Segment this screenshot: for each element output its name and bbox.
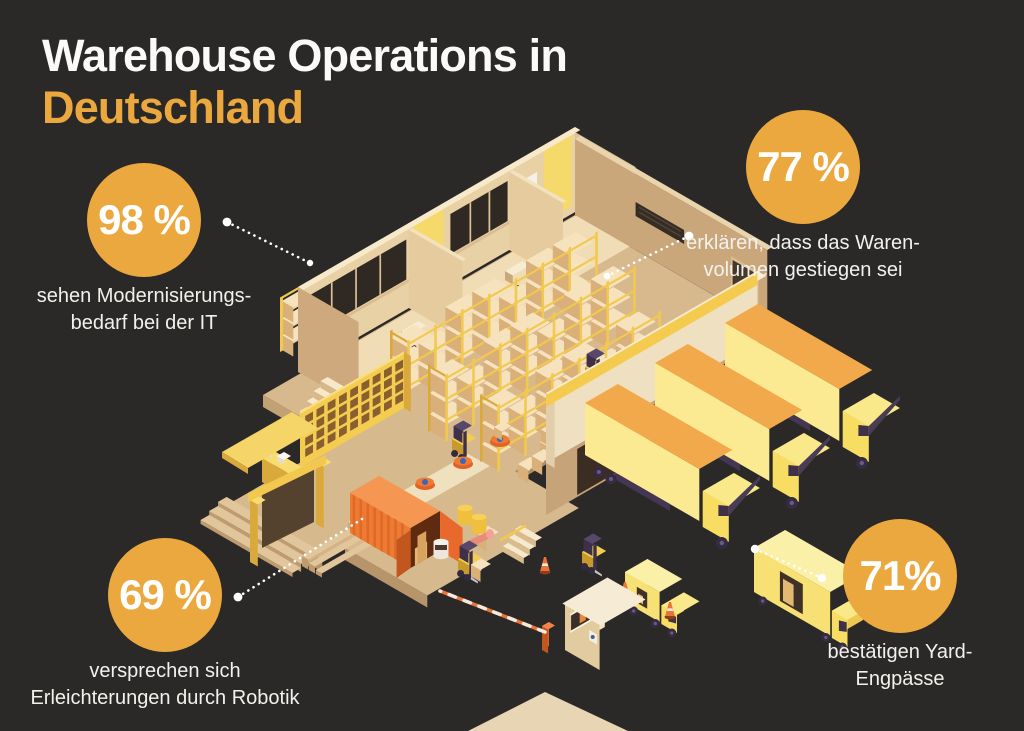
caption-line: volumen gestiegen sei: [703, 259, 903, 281]
stat-value-badge: 77 %: [746, 110, 860, 224]
caption-line: sehen Modernisierungs-: [36, 285, 252, 307]
racks: [390, 231, 661, 472]
stat-it-modernization: 98 % sehen Modernisierungs- bedarf bei d…: [4, 163, 284, 337]
stat-caption: erklären, dass das Waren- volumen gestie…: [686, 230, 920, 284]
caption-line: versprechen sich: [89, 660, 241, 682]
stat-volume-increase: 77 % erklären, dass das Waren- volumen g…: [663, 110, 943, 284]
caption-line: Erleichterungen durch Robotik: [30, 687, 300, 709]
stat-caption: sehen Modernisierungs- bedarf bei der IT: [37, 283, 252, 337]
stat-caption: bestätigen Yard- Engpässe: [828, 639, 973, 693]
caption-line: Engpässe: [855, 668, 945, 690]
hall-back-wall: [575, 136, 773, 326]
yard: [350, 476, 879, 652]
gatehouse: [438, 577, 646, 670]
stat-value-badge: 69 %: [108, 538, 222, 652]
stat-caption: versprechen sich Erleichterungen durch R…: [30, 658, 299, 712]
caption-line: bestätigen Yard-: [827, 641, 973, 663]
lobby: [222, 351, 411, 567]
stat-robotics-relief: 69 % versprechen sich Erleichterungen du…: [25, 538, 305, 712]
stat-value-badge: 71%: [843, 519, 957, 633]
trucks: [585, 304, 900, 549]
title-line2: Deutschland: [42, 82, 304, 133]
stat-yard-bottlenecks: 71% bestätigen Yard- Engpässe: [760, 519, 1024, 693]
caption-line: bedarf bei der IT: [70, 312, 218, 334]
caption-line: erklären, dass das Waren-: [686, 232, 920, 254]
stat-value-badge: 98 %: [87, 163, 201, 277]
callouts: [222, 217, 827, 602]
page-title: Warehouse Operations in Deutschland: [42, 30, 568, 134]
title-line1: Warehouse Operations in: [42, 30, 568, 81]
